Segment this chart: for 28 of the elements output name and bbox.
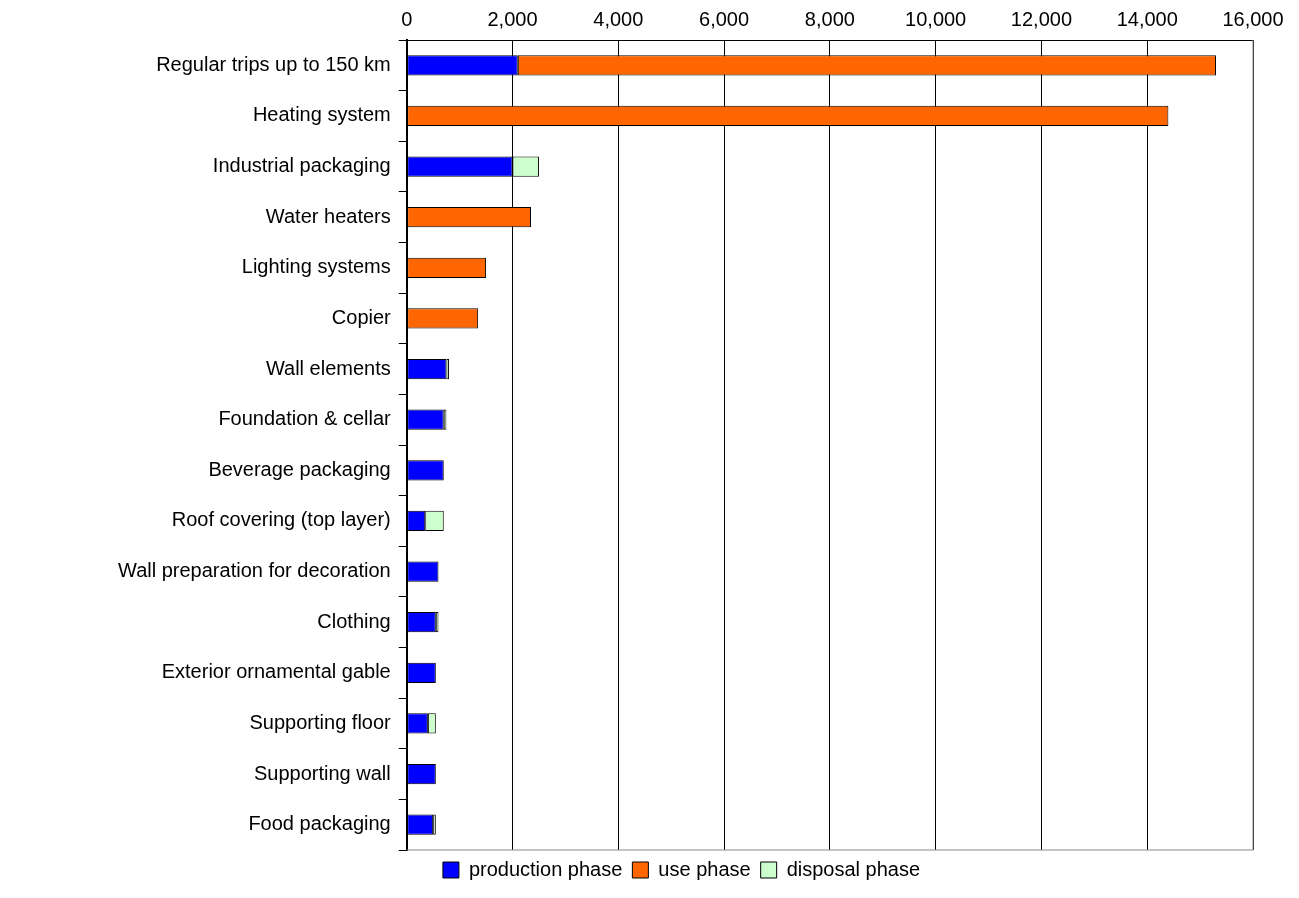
x-tick-label: 4,000 <box>593 7 644 30</box>
y-tick-label: Lighting systems <box>241 255 391 278</box>
y-tick-label: Beverage packaging <box>208 457 391 480</box>
y-tick-label: Copier <box>331 305 392 328</box>
y-tick-label: Roof covering (top layer) <box>171 508 391 531</box>
y-tick-label: Water heaters <box>265 204 391 227</box>
y-tick-label: Clothing <box>317 609 391 632</box>
x-tick-label: 2,000 <box>487 7 538 30</box>
y-tick-label: Supporting wall <box>253 761 391 784</box>
y-tick-label: Supporting floor <box>249 710 392 733</box>
x-tick-label: 6,000 <box>699 7 750 30</box>
y-tick-label: Food packaging <box>248 812 391 835</box>
y-tick-label: Heating system <box>252 103 391 126</box>
x-tick-label: 12,000 <box>1010 7 1073 30</box>
legend-label: disposal phase <box>786 857 921 880</box>
y-tick-label: Regular trips up to 150 km <box>156 52 391 75</box>
x-tick-label: 8,000 <box>804 7 855 30</box>
x-tick-label: 14,000 <box>1116 7 1178 30</box>
y-tick-label: Foundation & cellar <box>218 407 392 430</box>
y-tick-label: Wall preparation for decoration <box>118 559 391 582</box>
y-tick-label: Industrial packaging <box>212 154 391 177</box>
x-tick-label: 0 <box>401 7 413 30</box>
y-tick-label: Exterior ornamental gable <box>161 660 391 683</box>
legend-label: production phase <box>468 857 623 880</box>
x-tick-label: 16,000 <box>1222 7 1284 30</box>
y-tick-label: Wall elements <box>265 356 391 379</box>
legend-label: use phase <box>658 857 751 880</box>
x-tick-label: 10,000 <box>905 7 967 30</box>
